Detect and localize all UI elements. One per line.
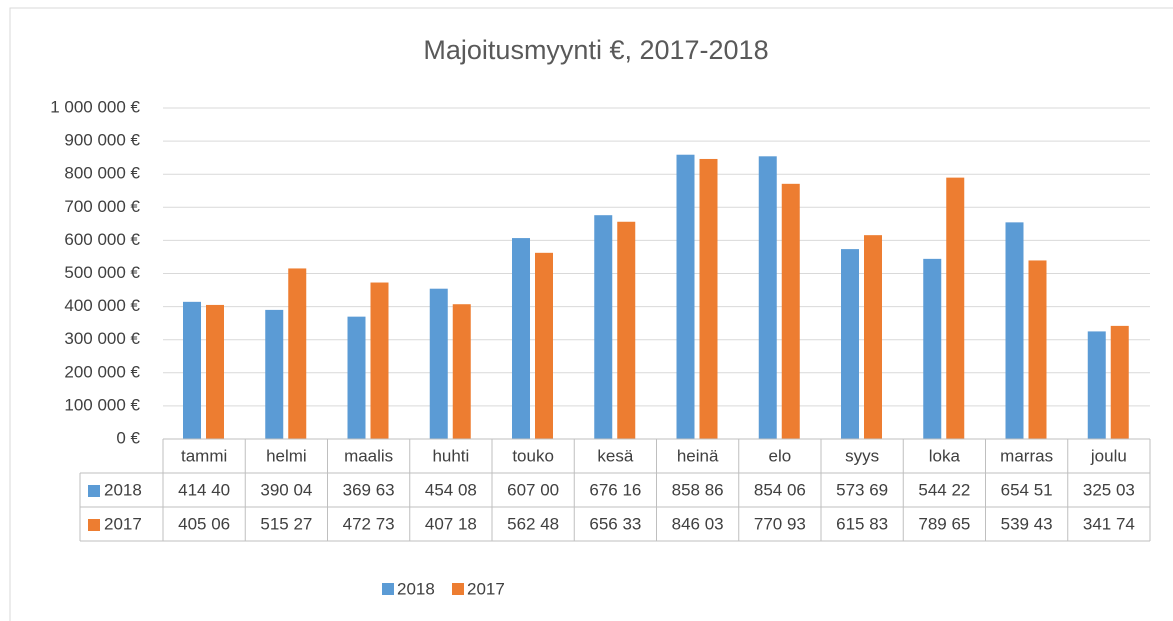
- bar: [841, 249, 859, 439]
- bar: [1028, 260, 1047, 439]
- bar: [347, 316, 366, 439]
- table-legend-key: [88, 519, 100, 531]
- bar: [864, 235, 882, 439]
- chart-title: Majoitusmyynti €, 2017-2018: [423, 35, 768, 65]
- y-tick-label: 1 000 000 €: [50, 97, 140, 116]
- x-tick-label: loka: [929, 446, 961, 465]
- x-tick-label: heinä: [677, 446, 719, 465]
- table-cell: 770 93: [754, 514, 806, 533]
- bar: [288, 268, 307, 439]
- legend-label: 2018: [397, 579, 435, 598]
- legend-label: 2017: [467, 579, 505, 598]
- bar: [1110, 325, 1129, 439]
- bar: [512, 238, 530, 439]
- bar: [699, 158, 718, 440]
- x-tick-label: huhti: [432, 446, 469, 465]
- table-cell: 562 48: [507, 514, 559, 533]
- x-tick-label: elo: [769, 446, 792, 465]
- bar: [594, 215, 613, 439]
- table-cell: 676 16: [589, 480, 641, 499]
- y-tick-label: 800 000 €: [64, 164, 140, 183]
- table-cell: 454 08: [425, 480, 477, 499]
- y-tick-label: 500 000 €: [64, 263, 140, 282]
- table-legend-key: [88, 485, 100, 497]
- chart-border: [9, 7, 1173, 621]
- bar: [781, 183, 800, 439]
- bar: [676, 154, 695, 439]
- bar: [183, 301, 201, 439]
- bar: [452, 304, 471, 439]
- x-tick-label: maalis: [344, 446, 393, 465]
- x-tick-label: helmi: [266, 446, 307, 465]
- bar: [535, 252, 553, 439]
- table-cell: 407 18: [425, 514, 477, 533]
- bar: [206, 304, 224, 439]
- bar: [946, 177, 965, 439]
- y-tick-label: 200 000 €: [64, 362, 140, 381]
- y-tick-label: 900 000 €: [64, 131, 140, 150]
- table-cell: 405 06: [178, 514, 230, 533]
- x-tick-label: touko: [512, 446, 554, 465]
- table-cell: 341 74: [1083, 514, 1135, 533]
- table-cell: 544 22: [918, 480, 970, 499]
- bar: [1005, 222, 1024, 439]
- bar: [617, 221, 636, 439]
- y-tick-label: 100 000 €: [64, 395, 140, 414]
- y-tick-label: 300 000 €: [64, 329, 140, 348]
- y-tick-label: 0 €: [116, 428, 140, 447]
- x-tick-label: syys: [845, 446, 879, 465]
- bar: [429, 288, 448, 439]
- table-cell: 607 00: [507, 480, 559, 499]
- table-cell: 854 06: [754, 480, 806, 499]
- table-cell: 539 43: [1001, 514, 1053, 533]
- bar: [758, 156, 777, 439]
- table-cell: 654 51: [1001, 480, 1053, 499]
- bar: [370, 282, 389, 439]
- legend-key: [382, 583, 394, 595]
- x-tick-label: joulu: [1090, 446, 1127, 465]
- table-cell: 656 33: [589, 514, 641, 533]
- table-cell: 472 73: [343, 514, 395, 533]
- table-series-name: 2017: [104, 514, 142, 533]
- bar: [265, 309, 284, 439]
- y-tick-label: 600 000 €: [64, 230, 140, 249]
- table-series-name: 2018: [104, 480, 142, 499]
- table-cell: 369 63: [343, 480, 395, 499]
- x-tick-label: tammi: [181, 446, 227, 465]
- x-tick-label: marras: [1000, 446, 1053, 465]
- table-cell: 846 03: [672, 514, 724, 533]
- table-cell: 515 27: [260, 514, 312, 533]
- y-tick-label: 400 000 €: [64, 296, 140, 315]
- legend-key: [452, 583, 464, 595]
- table-cell: 325 03: [1083, 480, 1135, 499]
- x-tick-label: kesä: [597, 446, 633, 465]
- bar: [1087, 331, 1106, 439]
- y-tick-label: 700 000 €: [64, 197, 140, 216]
- table-cell: 858 86: [672, 480, 724, 499]
- table-cell: 573 69: [836, 480, 888, 499]
- bar: [923, 258, 942, 439]
- table-cell: 390 04: [260, 480, 312, 499]
- table-cell: 615 83: [836, 514, 888, 533]
- table-cell: 789 65: [918, 514, 970, 533]
- table-cell: 414 40: [178, 480, 230, 499]
